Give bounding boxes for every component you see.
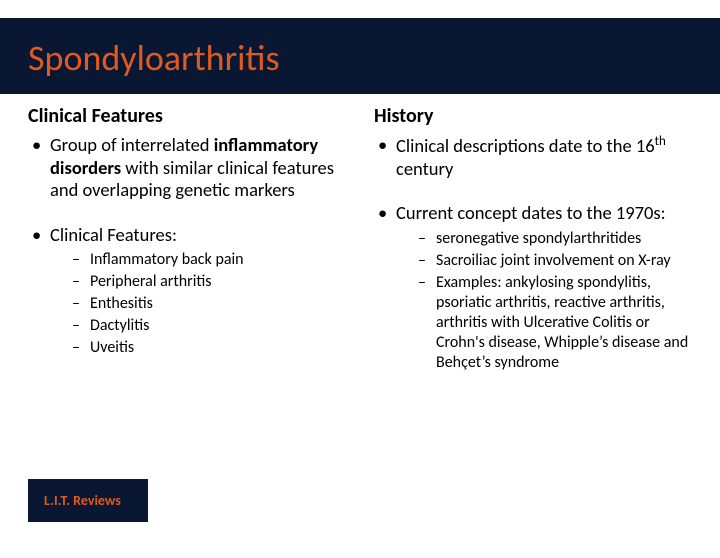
- list-item: Sacroiliac joint involvement on X-ray: [418, 251, 692, 271]
- right-heading: History: [374, 104, 692, 128]
- text-fragment: Current concept dates to the 1970s:: [396, 201, 666, 224]
- list-item: Examples: ankylosing spondylitis, psoria…: [418, 273, 692, 373]
- right-sublist: seronegative spondylarthritides Sacroili…: [396, 229, 692, 373]
- list-item: Dactylitis: [72, 316, 346, 336]
- text-fragment: Group of interrelated: [50, 133, 214, 156]
- list-item: Peripheral arthritis: [72, 272, 346, 292]
- list-item: Uveitis: [72, 338, 346, 358]
- left-bullets-2: Clinical Features: Inflammatory back pai…: [28, 224, 346, 359]
- footer-badge: L.I.T. Reviews: [28, 479, 148, 522]
- right-bullets: Clinical descriptions date to the 16th c…: [374, 134, 692, 180]
- list-item: Inflammatory back pain: [72, 250, 346, 270]
- text-fragment: Clinical descriptions date to the 16: [396, 134, 655, 157]
- right-bullet-1: Clinical descriptions date to the 16th c…: [378, 134, 692, 180]
- left-sublist: Inflammatory back pain Peripheral arthri…: [50, 250, 346, 358]
- right-bullet-2: Current concept dates to the 1970s: sero…: [378, 202, 692, 373]
- left-bullet-1: Group of interrelated inflammatory disor…: [32, 134, 346, 202]
- right-bullets-2: Current concept dates to the 1970s: sero…: [374, 202, 692, 373]
- text-fragment: Clinical Features:: [50, 223, 177, 246]
- superscript: th: [655, 134, 666, 149]
- left-heading: Clinical Features: [28, 104, 346, 128]
- slide-title: Spondyloarthritis: [28, 36, 692, 80]
- left-bullets: Group of interrelated inflammatory disor…: [28, 134, 346, 202]
- slide-body: Clinical Features Group of interrelated …: [0, 94, 720, 385]
- slide-title-bar: Spondyloarthritis: [0, 18, 720, 94]
- left-column: Clinical Features Group of interrelated …: [28, 104, 346, 385]
- text-fragment: century: [396, 157, 453, 180]
- footer-text: L.I.T. Reviews: [44, 492, 121, 509]
- list-item: Enthesitis: [72, 294, 346, 314]
- list-item: seronegative spondylarthritides: [418, 229, 692, 249]
- right-column: History Clinical descriptions date to th…: [374, 104, 692, 385]
- left-bullet-2: Clinical Features: Inflammatory back pai…: [32, 224, 346, 359]
